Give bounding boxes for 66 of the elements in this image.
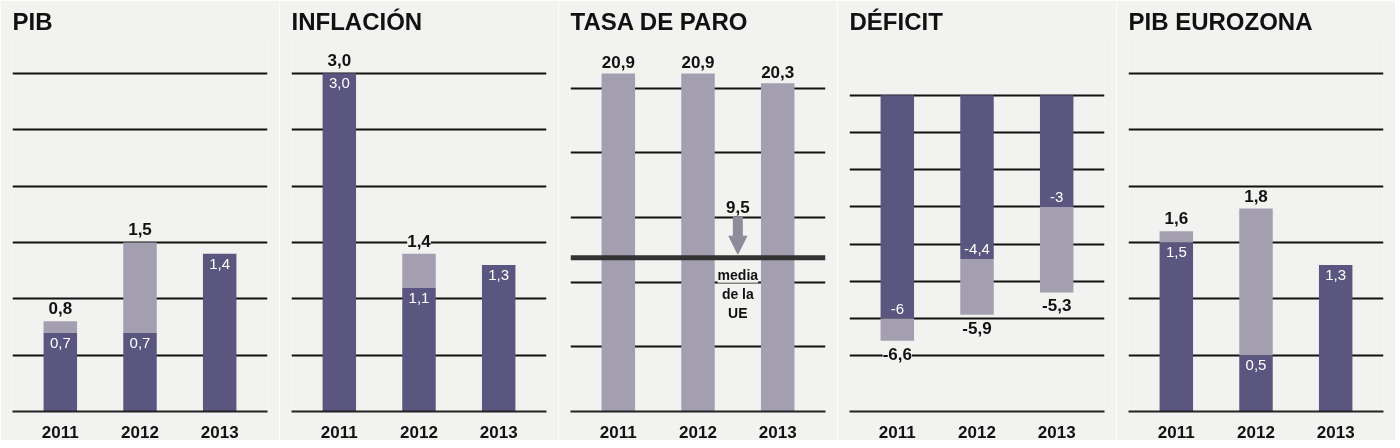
x-tick-label: 2012 xyxy=(679,422,717,442)
chart-title: INFLACIÓN xyxy=(291,7,423,35)
bar xyxy=(1039,95,1074,207)
data-label: 0,5 xyxy=(1245,356,1267,374)
data-label: 1,1 xyxy=(408,288,430,306)
data-label: 20,9 xyxy=(681,53,715,73)
bar xyxy=(402,287,436,412)
x-tick-label: 2011 xyxy=(320,422,358,442)
bar xyxy=(880,95,915,319)
total-label: 0,8 xyxy=(48,299,73,319)
bar xyxy=(481,264,516,412)
bar xyxy=(202,253,237,412)
bar xyxy=(43,321,78,333)
data-label: 1,3 xyxy=(1325,265,1347,283)
bar xyxy=(123,242,157,333)
data-label: 1,3 xyxy=(488,265,510,283)
total-label: 1,5 xyxy=(128,220,152,240)
bar xyxy=(1039,206,1074,293)
bar xyxy=(322,73,357,412)
data-label: 0,7 xyxy=(129,333,151,351)
data-label: -6 xyxy=(890,299,904,317)
total-label: 3,0 xyxy=(327,51,352,71)
x-tick-label: 2012 xyxy=(958,422,996,442)
total-label: 1,6 xyxy=(1164,209,1189,229)
chart-title: DÉFICIT xyxy=(849,7,944,35)
total-label: -6,6 xyxy=(882,344,912,364)
chart-title: PIB EUROZONA xyxy=(1128,7,1313,35)
x-tick-label: 2011 xyxy=(878,422,916,442)
x-tick-label: 2012 xyxy=(1237,422,1275,442)
bar xyxy=(43,332,78,412)
total-label: -5,3 xyxy=(1042,296,1072,316)
data-label: 1,4 xyxy=(209,254,231,272)
chart-title: PIB xyxy=(12,7,53,35)
x-tick-label: 2011 xyxy=(599,422,637,442)
bar xyxy=(960,258,994,315)
x-tick-label: 2013 xyxy=(1316,422,1355,442)
data-label: 20,9 xyxy=(601,53,635,73)
x-tick-label: 2012 xyxy=(121,422,159,442)
data-label: 1,5 xyxy=(1165,243,1187,261)
x-tick-label: 2011 xyxy=(1157,422,1195,442)
x-tick-label: 2013 xyxy=(1037,422,1076,442)
bar xyxy=(960,95,994,259)
bar xyxy=(880,318,915,341)
ref-line-label: media de la UE xyxy=(717,266,759,321)
x-tick-label: 2013 xyxy=(758,422,797,442)
bar xyxy=(1239,355,1273,412)
bar xyxy=(402,253,436,288)
data-label: 20,3 xyxy=(761,63,795,83)
total-label: 1,4 xyxy=(407,231,432,251)
total-label: -5,9 xyxy=(962,318,992,338)
chart-title: TASA DE PARO xyxy=(570,7,748,35)
data-label: 0,7 xyxy=(49,333,71,351)
x-tick-label: 2013 xyxy=(479,422,518,442)
data-label: -4,4 xyxy=(964,239,990,257)
x-tick-label: 2012 xyxy=(400,422,438,442)
bar xyxy=(1318,264,1353,412)
bar xyxy=(123,332,157,412)
bar xyxy=(1159,231,1194,243)
bar xyxy=(1159,242,1194,412)
data-label: -3 xyxy=(1050,187,1064,205)
x-tick-label: 2011 xyxy=(41,422,79,442)
annotation: 9,5 xyxy=(726,198,750,218)
total-label: 1,8 xyxy=(1244,186,1268,206)
x-tick-label: 2013 xyxy=(200,422,239,442)
data-label: 3,0 xyxy=(328,74,350,92)
bar xyxy=(1239,208,1273,356)
